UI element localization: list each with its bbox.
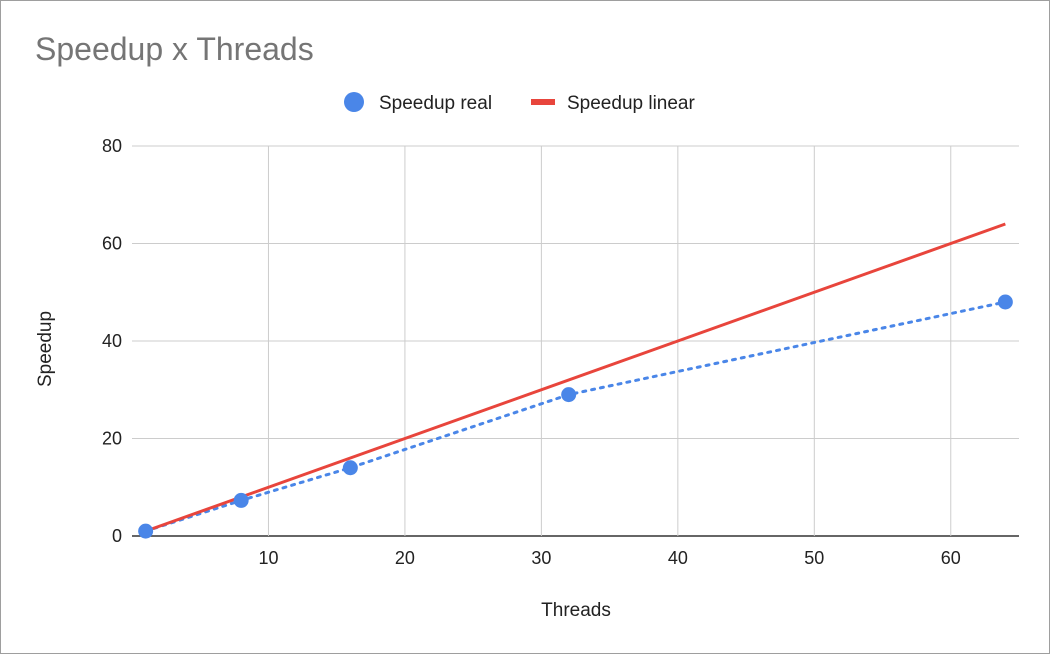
data-point-speedup-real-3 bbox=[561, 387, 577, 403]
y-tick-label-20: 20 bbox=[102, 429, 122, 449]
y-axis-title: Speedup bbox=[35, 311, 56, 387]
y-tick-label-40: 40 bbox=[102, 331, 122, 351]
grid bbox=[132, 145, 1019, 537]
x-tick-label-40: 40 bbox=[668, 548, 688, 568]
x-tick-label-60: 60 bbox=[941, 548, 961, 568]
y-tick-label-80: 80 bbox=[102, 136, 122, 156]
x-tick-label-50: 50 bbox=[804, 548, 824, 568]
x-tick-label-10: 10 bbox=[258, 548, 278, 568]
y-tick-label-60: 60 bbox=[102, 234, 122, 254]
legend: Speedup real Speedup linear bbox=[344, 92, 695, 114]
legend-marker-speedup-real bbox=[344, 92, 364, 112]
legend-label-speedup-linear: Speedup linear bbox=[567, 93, 695, 114]
series-trendline-speedup-real bbox=[144, 300, 1007, 533]
data-point-speedup-real-2 bbox=[342, 460, 358, 476]
series-line-speedup-linear bbox=[145, 222, 1006, 533]
x-axis-title: Threads bbox=[541, 600, 611, 621]
data-point-speedup-real-4 bbox=[997, 294, 1013, 310]
data-point-speedup-real-0 bbox=[138, 523, 154, 539]
y-tick-label-0: 0 bbox=[112, 526, 122, 546]
x-tick-label-30: 30 bbox=[531, 548, 551, 568]
tick-labels: 0 20 40 60 80 10 20 30 40 50 60 bbox=[102, 136, 961, 568]
chart-title: Speedup x Threads bbox=[35, 31, 314, 67]
legend-label-speedup-real: Speedup real bbox=[379, 93, 492, 114]
series-layer bbox=[138, 222, 1013, 539]
data-point-speedup-real-1 bbox=[233, 492, 249, 508]
legend-marker-speedup-linear bbox=[531, 99, 555, 105]
x-tick-label-20: 20 bbox=[395, 548, 415, 568]
